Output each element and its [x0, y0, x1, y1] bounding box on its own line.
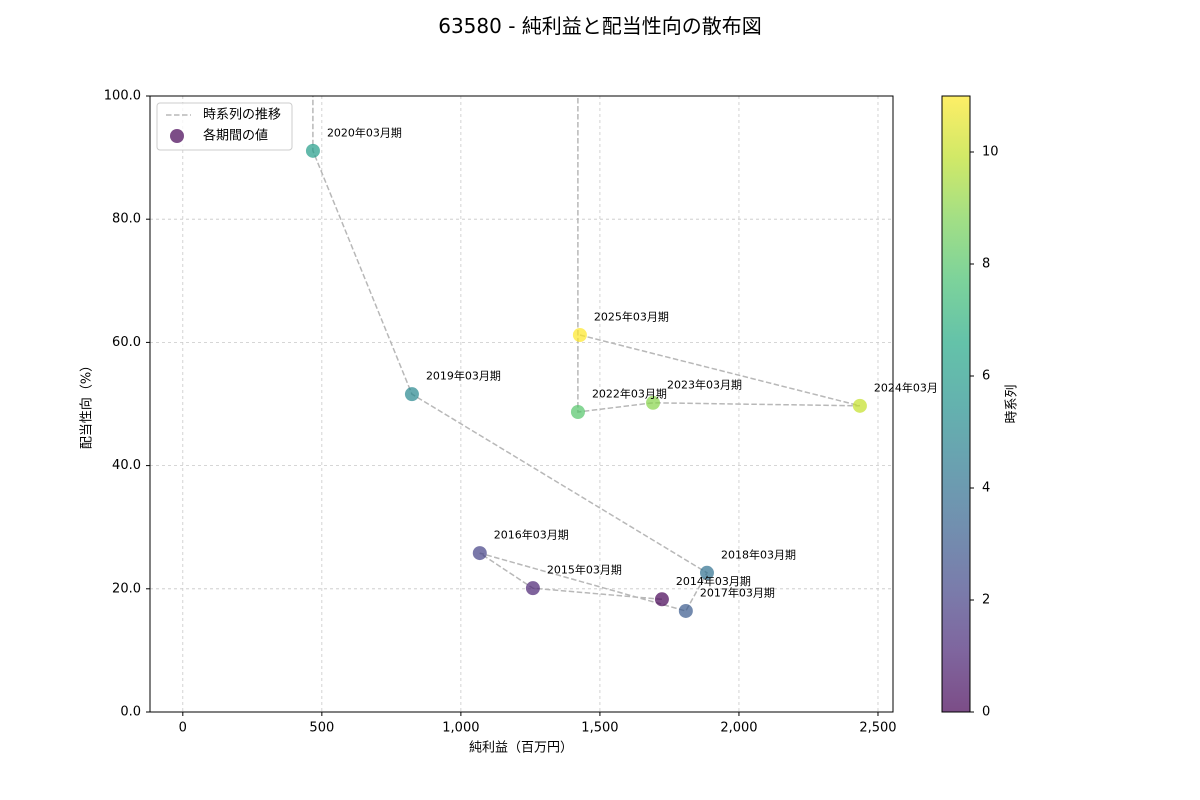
x-tick-label: 0 [179, 721, 187, 736]
data-point [852, 398, 867, 413]
colorbar-frame [941, 95, 971, 713]
colorbar-label: 時系列 [1005, 384, 1020, 423]
y-tick-label: 60.0 [112, 335, 141, 350]
y-tick-label: 80.0 [112, 212, 141, 227]
x-axis-label: 純利益（百万円） [469, 741, 573, 756]
point-label: 2018年03月期 [721, 547, 796, 561]
y-tick-label: 20.0 [112, 581, 141, 596]
colorbar-tick-label: 4 [982, 481, 990, 496]
data-point [654, 592, 669, 607]
legend-marker-swatch [170, 129, 184, 143]
data-point [646, 395, 661, 410]
chart-title: 63580 - 純利益と配当性向の散布図 [438, 14, 762, 38]
data-point [525, 581, 540, 596]
x-tick-label: 500 [309, 721, 334, 736]
data-point [699, 565, 714, 580]
y-axis-ticks: 0.0 20.0 40.0 60.0 80.0 100.0 [104, 89, 150, 720]
data-point [305, 143, 320, 158]
x-tick-label: 2,500 [859, 721, 896, 736]
colorbar-tick-label: 2 [982, 593, 990, 608]
colorbar: 0 2 4 6 8 10 時系列 [941, 95, 1020, 720]
colorbar-tick-label: 6 [982, 369, 990, 384]
point-label: 2019年03月期 [426, 369, 501, 383]
point-label: 2014年03月期 [676, 574, 751, 588]
y-tick-label: 0.0 [120, 705, 141, 720]
point-label: 2017年03月期 [700, 585, 775, 599]
y-tick-label: 40.0 [112, 458, 141, 473]
point-label: 2025年03月期 [594, 310, 669, 324]
plot-frame [149, 95, 894, 713]
point-label: 2015年03月期 [547, 563, 622, 577]
point-labels: 2014年03月期 2015年03月期 2016年03月期 2017年03月期 2018… [327, 125, 938, 599]
y-axis-label: 配当性向（%） [79, 359, 95, 449]
data-points [305, 143, 867, 618]
plot-area [305, 96, 867, 618]
y-tick-label: 100.0 [104, 89, 141, 104]
data-point [678, 603, 693, 618]
colorbar-tick-label: 0 [982, 705, 990, 720]
data-point [570, 405, 585, 420]
legend-marker-label: 各期間の値 [203, 128, 268, 144]
colorbar-tick-label: 8 [982, 257, 990, 272]
x-axis-ticks: 0 500 1,000 1,500 2,000 2,500 [179, 712, 897, 736]
legend-line-label: 時系列の推移 [203, 108, 281, 123]
data-point [572, 328, 587, 343]
colorbar-ticks: 0 2 4 6 8 10 [970, 145, 999, 720]
point-label: 2016年03月期 [494, 528, 569, 542]
data-point [404, 387, 419, 402]
point-label: 2020年03月期 [327, 125, 402, 139]
point-label: 2022年03月期 [592, 387, 667, 401]
x-tick-label: 2,000 [720, 721, 757, 736]
x-tick-label: 1,000 [442, 721, 479, 736]
colorbar-gradient [942, 96, 970, 712]
legend: 時系列の推移 各期間の値 [156, 102, 293, 151]
colorbar-tick-label: 10 [982, 145, 999, 160]
point-label: 2024年03月 [874, 380, 938, 394]
point-label: 2023年03月期 [667, 377, 742, 391]
trend-line [312, 96, 861, 612]
data-point [472, 546, 487, 561]
x-tick-label: 1,500 [581, 721, 618, 736]
